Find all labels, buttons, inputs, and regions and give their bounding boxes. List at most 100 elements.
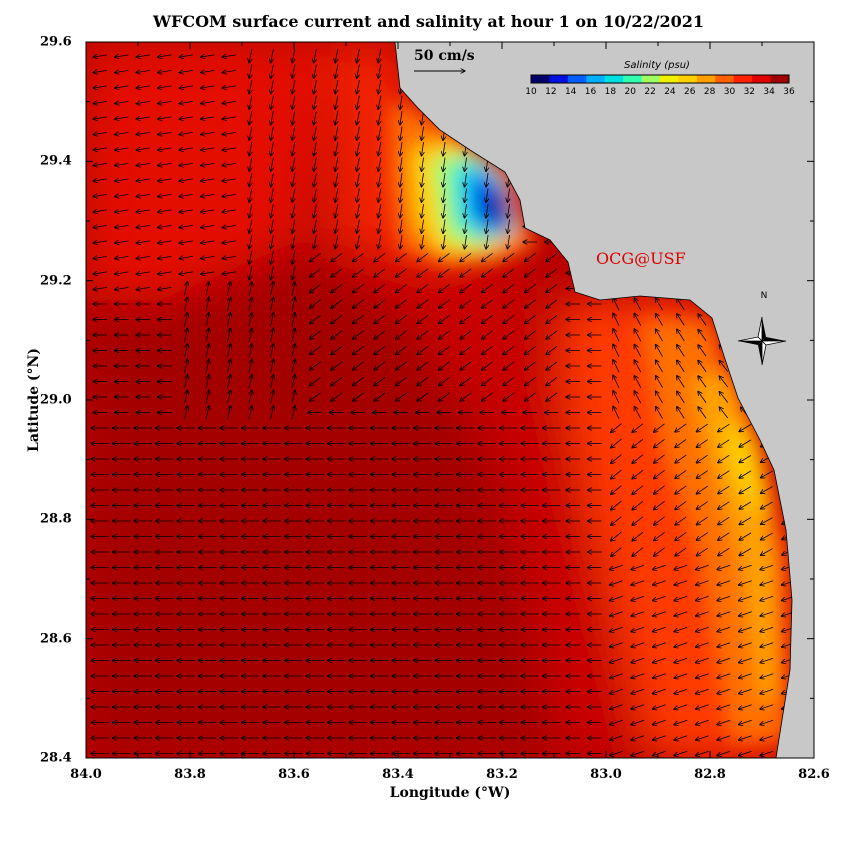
current-vector bbox=[357, 64, 360, 79]
current-vector bbox=[653, 454, 665, 463]
y-axis-label: Latitude (°N) bbox=[26, 348, 42, 452]
current-vector bbox=[486, 235, 488, 249]
y-tick-label: 29.0 bbox=[40, 392, 72, 408]
current-vector bbox=[201, 241, 215, 243]
current-vector bbox=[443, 157, 445, 172]
current-vector bbox=[421, 188, 423, 203]
current-vector bbox=[292, 95, 295, 110]
current-vector bbox=[158, 148, 172, 150]
current-vector bbox=[698, 360, 707, 372]
current-vector bbox=[464, 204, 466, 218]
current-vector bbox=[695, 564, 709, 569]
current-vector bbox=[696, 501, 708, 510]
current-vector bbox=[460, 361, 472, 370]
current-vector bbox=[631, 626, 645, 631]
current-vector bbox=[271, 173, 274, 187]
current-vector bbox=[331, 330, 343, 339]
current-vector bbox=[201, 117, 215, 119]
current-vector bbox=[352, 314, 364, 323]
current-vector bbox=[634, 375, 642, 388]
current-vector bbox=[179, 117, 193, 119]
current-vector bbox=[481, 392, 493, 401]
current-vector bbox=[335, 219, 338, 234]
current-vector bbox=[179, 225, 193, 227]
colorbar-swatch bbox=[641, 75, 661, 83]
current-vector bbox=[524, 299, 536, 308]
current-vector bbox=[652, 657, 666, 662]
current-vector bbox=[677, 298, 685, 311]
current-vector bbox=[352, 392, 364, 401]
y-tick-label: 29.6 bbox=[40, 34, 72, 50]
current-vector bbox=[227, 297, 230, 311]
current-vector bbox=[291, 359, 295, 373]
current-vector bbox=[271, 111, 274, 125]
current-vector bbox=[738, 657, 752, 662]
current-vector bbox=[400, 142, 402, 156]
current-vector bbox=[609, 657, 623, 662]
current-vector bbox=[695, 595, 709, 600]
current-vector bbox=[136, 148, 150, 150]
current-vector bbox=[503, 330, 515, 339]
current-vector bbox=[158, 101, 172, 103]
current-vector bbox=[781, 657, 792, 662]
current-vector bbox=[93, 256, 107, 258]
current-vector bbox=[309, 252, 321, 261]
current-vector bbox=[374, 268, 386, 277]
current-vector bbox=[438, 299, 450, 308]
x-tick-label: 82.8 bbox=[694, 767, 726, 782]
current-vector bbox=[227, 328, 230, 342]
current-vector bbox=[486, 188, 488, 203]
current-vector bbox=[655, 344, 663, 357]
y-tick-label: 29.2 bbox=[40, 273, 72, 289]
current-vector bbox=[357, 235, 360, 249]
current-vector bbox=[613, 329, 620, 342]
colorbar-tick-label: 24 bbox=[664, 87, 676, 97]
current-vector bbox=[357, 188, 360, 203]
current-vector bbox=[248, 390, 252, 404]
current-vector bbox=[524, 314, 536, 323]
current-vector bbox=[417, 345, 429, 354]
current-vector bbox=[335, 95, 338, 110]
current-vector bbox=[760, 719, 774, 724]
current-vector bbox=[464, 219, 466, 234]
current-vector bbox=[270, 344, 273, 358]
current-vector bbox=[270, 297, 273, 311]
current-vector bbox=[292, 188, 295, 203]
current-vector bbox=[631, 564, 645, 569]
current-vector bbox=[738, 564, 752, 569]
current-vector bbox=[184, 328, 187, 342]
current-vector bbox=[718, 501, 730, 510]
current-vector bbox=[378, 235, 381, 249]
current-vector bbox=[314, 157, 317, 172]
current-vector bbox=[292, 235, 295, 249]
current-vector bbox=[460, 392, 472, 401]
current-vector bbox=[378, 49, 381, 63]
current-vector bbox=[314, 64, 317, 79]
current-vector bbox=[222, 194, 236, 196]
current-vector bbox=[374, 345, 386, 354]
current-vector bbox=[611, 423, 622, 433]
current-vector bbox=[201, 148, 215, 150]
current-vector bbox=[486, 204, 488, 218]
current-vector bbox=[611, 547, 622, 557]
current-vector bbox=[201, 225, 215, 227]
colorbar-swatch bbox=[623, 75, 643, 83]
current-vector bbox=[760, 580, 774, 585]
current-vector bbox=[291, 375, 295, 389]
current-vector bbox=[738, 611, 752, 616]
current-vector bbox=[781, 564, 792, 569]
current-vector bbox=[718, 547, 730, 556]
current-vector bbox=[93, 210, 107, 212]
current-vector bbox=[698, 391, 707, 403]
current-vector bbox=[739, 455, 752, 462]
current-vector bbox=[781, 642, 792, 647]
current-vector bbox=[201, 210, 215, 212]
current-vector bbox=[632, 531, 644, 541]
current-vector bbox=[613, 391, 620, 404]
current-vector bbox=[378, 219, 381, 234]
current-vector bbox=[655, 360, 663, 373]
current-vector bbox=[719, 391, 729, 403]
current-vector bbox=[184, 297, 187, 311]
current-vector bbox=[378, 64, 381, 79]
current-vector bbox=[249, 173, 252, 187]
